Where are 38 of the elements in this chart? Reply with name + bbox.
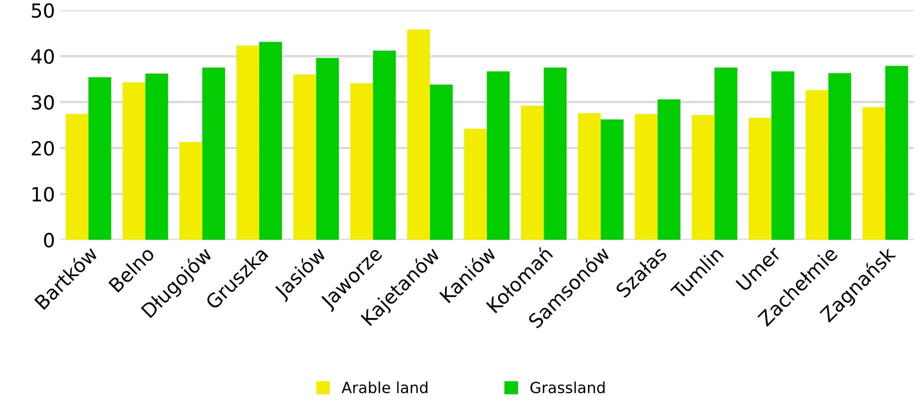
bar — [714, 68, 738, 240]
bar — [748, 118, 772, 240]
bar — [885, 66, 908, 240]
bar — [486, 71, 510, 240]
bar — [806, 90, 828, 240]
bar — [180, 142, 202, 240]
y-tick-label: 20 — [32, 140, 54, 156]
y-tick-label: 0 — [44, 232, 54, 248]
bar — [316, 58, 339, 240]
bar — [634, 114, 658, 240]
bar — [771, 71, 794, 240]
bar — [350, 83, 374, 240]
legend-label: Arable land — [342, 381, 428, 394]
bar — [544, 68, 567, 240]
legend-label: Grassland — [530, 381, 605, 394]
y-tick-label: 40 — [31, 49, 54, 64]
bar — [464, 128, 487, 240]
bar — [373, 50, 396, 240]
bar — [202, 68, 226, 240]
bar — [145, 74, 168, 240]
bar — [828, 73, 852, 240]
bar — [862, 107, 886, 240]
bar — [521, 106, 544, 240]
y-tick-label: 10 — [32, 186, 54, 202]
y-tick-label: 50 — [32, 3, 54, 18]
y-tick-label: 30 — [32, 95, 54, 110]
bar — [236, 46, 260, 240]
bar — [692, 114, 715, 240]
bar — [122, 82, 146, 240]
bar — [658, 99, 680, 240]
bar — [66, 114, 88, 240]
bar — [88, 77, 112, 240]
bar — [293, 74, 316, 240]
bar — [259, 42, 282, 240]
bar — [430, 84, 453, 240]
bar — [578, 113, 601, 240]
bar — [600, 120, 624, 240]
bar — [407, 30, 430, 240]
